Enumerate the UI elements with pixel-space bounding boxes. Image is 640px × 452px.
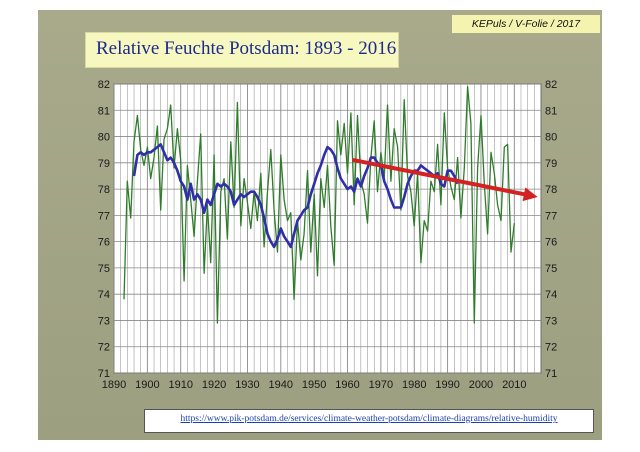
y-axis-left: 82 81 80 79 78 77 76 75 74 73 72 71: [98, 79, 110, 380]
y-tick-label-left: 77: [98, 210, 110, 222]
y-tick-label-right: 80: [545, 132, 557, 144]
grid-lines: [113, 83, 542, 374]
y-tick-label-left: 82: [98, 79, 110, 91]
x-tick-label: 1930: [235, 379, 259, 391]
y-tick-label-left: 80: [98, 132, 110, 144]
y-tick-label-right: 77: [545, 210, 557, 222]
y-tick-label-right: 73: [545, 315, 557, 327]
x-tick-label: 1970: [369, 379, 393, 391]
y-tick-label-right: 81: [545, 105, 557, 117]
y-tick-label-left: 81: [98, 105, 110, 117]
trend-arrow-head: [522, 187, 538, 202]
x-tick-label: 1940: [269, 379, 293, 391]
y-tick-label-left: 72: [98, 342, 110, 354]
x-tick-label: 1960: [335, 379, 359, 391]
x-tick-label: 1910: [168, 379, 192, 391]
trend-arrow-shaft: [352, 158, 526, 197]
x-tick-label: 1920: [202, 379, 226, 391]
y-tick-label-right: 79: [545, 158, 557, 170]
y-tick-label-left: 78: [98, 184, 110, 196]
credit-label: KEPuls / V-Folie / 2017: [452, 15, 600, 33]
x-tick-label: 2010: [502, 379, 526, 391]
y-tick-label-right: 75: [545, 263, 557, 275]
y-tick-label-right: 74: [545, 289, 557, 301]
y-tick-label-right: 78: [545, 184, 557, 196]
y-tick-label-right: 71: [545, 368, 557, 380]
x-tick-label: 1990: [435, 379, 459, 391]
y-tick-label-right: 82: [545, 79, 557, 91]
y-tick-label-right: 72: [545, 342, 557, 354]
x-tick-label: 1980: [402, 379, 426, 391]
x-tick-label: 2000: [469, 379, 493, 391]
y-tick-label-right: 76: [545, 237, 557, 249]
source-link[interactable]: https://www.pik-potsdam.de/services/clim…: [180, 414, 558, 424]
y-tick-label-left: 76: [98, 237, 110, 249]
annotation-group: [352, 158, 538, 202]
source-link-box: https://www.pik-potsdam.de/services/clim…: [144, 409, 594, 433]
y-tick-label-left: 75: [98, 263, 110, 275]
x-axis: 1890 1900 1910 1920 1930 1940 1950 1960 1970 1980…: [102, 379, 527, 391]
y-tick-label-left: 71: [98, 368, 110, 380]
y-tick-label-left: 74: [98, 289, 110, 301]
chart-title: Relative Feuchte Potsdam: 1893 - 2016: [96, 38, 397, 59]
x-tick-label: 1950: [302, 379, 326, 391]
x-tick-label: 1900: [135, 379, 159, 391]
y-axis-right: 82 81 80 79 78 77 76 75 74 73 72 71: [545, 79, 557, 380]
y-tick-label-left: 79: [98, 158, 110, 170]
chart-title-box: Relative Feuchte Potsdam: 1893 - 2016: [85, 32, 399, 68]
smoothed-humidity-line: [132, 143, 459, 249]
y-tick-label-left: 73: [98, 315, 110, 327]
x-tick-label: 1890: [102, 379, 126, 391]
